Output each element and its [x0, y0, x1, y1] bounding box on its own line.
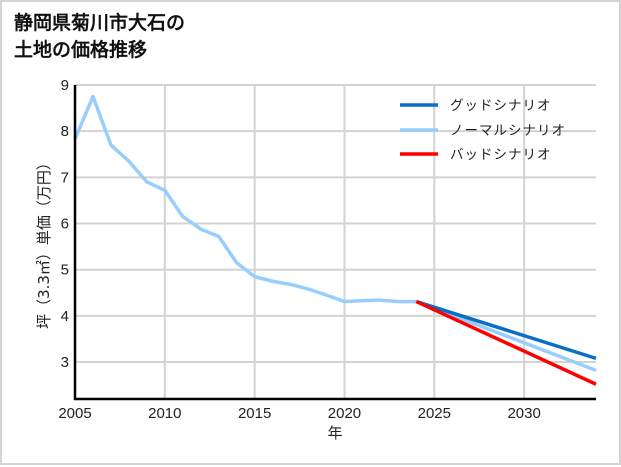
x-tick-label: 2030 — [507, 405, 540, 422]
y-axis-label: 坪（3.3㎡）単価（万円） — [35, 155, 53, 329]
y-tick-label: 5 — [61, 262, 69, 279]
x-tick-label: 2020 — [328, 405, 361, 422]
legend-label: バッドシナリオ — [450, 147, 552, 163]
y-tick-label: 4 — [61, 308, 69, 325]
series-line — [415, 299, 597, 386]
series-line — [415, 299, 597, 361]
y-tick-label: 3 — [61, 354, 69, 371]
chart-title: 静岡県菊川市大石の 土地の価格推移 — [14, 12, 186, 61]
y-tick-label: 6 — [61, 216, 69, 233]
x-tick-label: 2005 — [58, 405, 91, 422]
y-tick-label: 9 — [61, 77, 69, 94]
x-tick-label: 2010 — [148, 405, 181, 422]
y-tick-label: 8 — [61, 123, 69, 140]
x-tick-label: 2015 — [238, 405, 271, 422]
legend-label: ノーマルシナリオ — [450, 123, 566, 139]
legend-label: グッドシナリオ — [450, 98, 552, 114]
x-tick-label: 2025 — [418, 405, 451, 422]
series-line — [73, 94, 597, 373]
x-axis-label: 年 — [327, 424, 342, 442]
y-tick-label: 7 — [61, 169, 69, 186]
